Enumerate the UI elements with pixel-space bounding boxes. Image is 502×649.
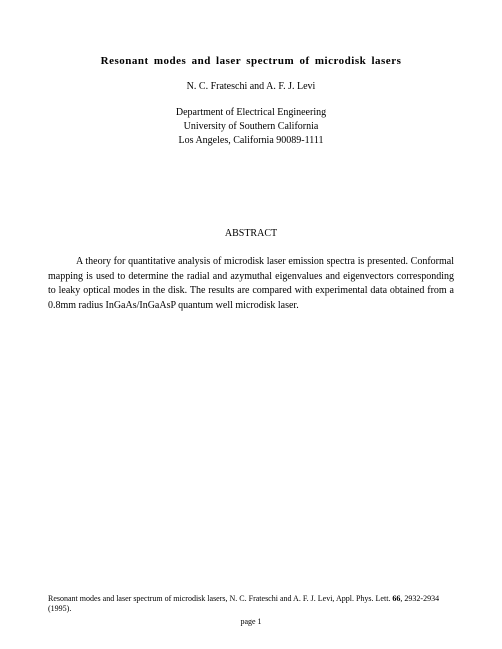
affiliation-univ: University of Southern California [48,120,454,134]
paper-affiliation: Department of Electrical Engineering Uni… [48,106,454,148]
paper-authors: N. C. Frateschi and A. F. J. Levi [48,81,454,92]
footer-page-number: page 1 [48,617,454,627]
affiliation-addr: Los Angeles, California 90089-1111 [48,134,454,148]
footer-citation: Resonant modes and laser spectrum of mic… [48,594,454,615]
abstract-text: A theory for quantitative analysis of mi… [48,255,454,313]
paper-title: Resonant modes and laser spectrum of mic… [48,55,454,67]
page-footer: Resonant modes and laser spectrum of mic… [48,594,454,627]
affiliation-dept: Department of Electrical Engineering [48,106,454,120]
abstract-heading: ABSTRACT [48,228,454,239]
citation-pre: Resonant modes and laser spectrum of mic… [48,594,392,603]
